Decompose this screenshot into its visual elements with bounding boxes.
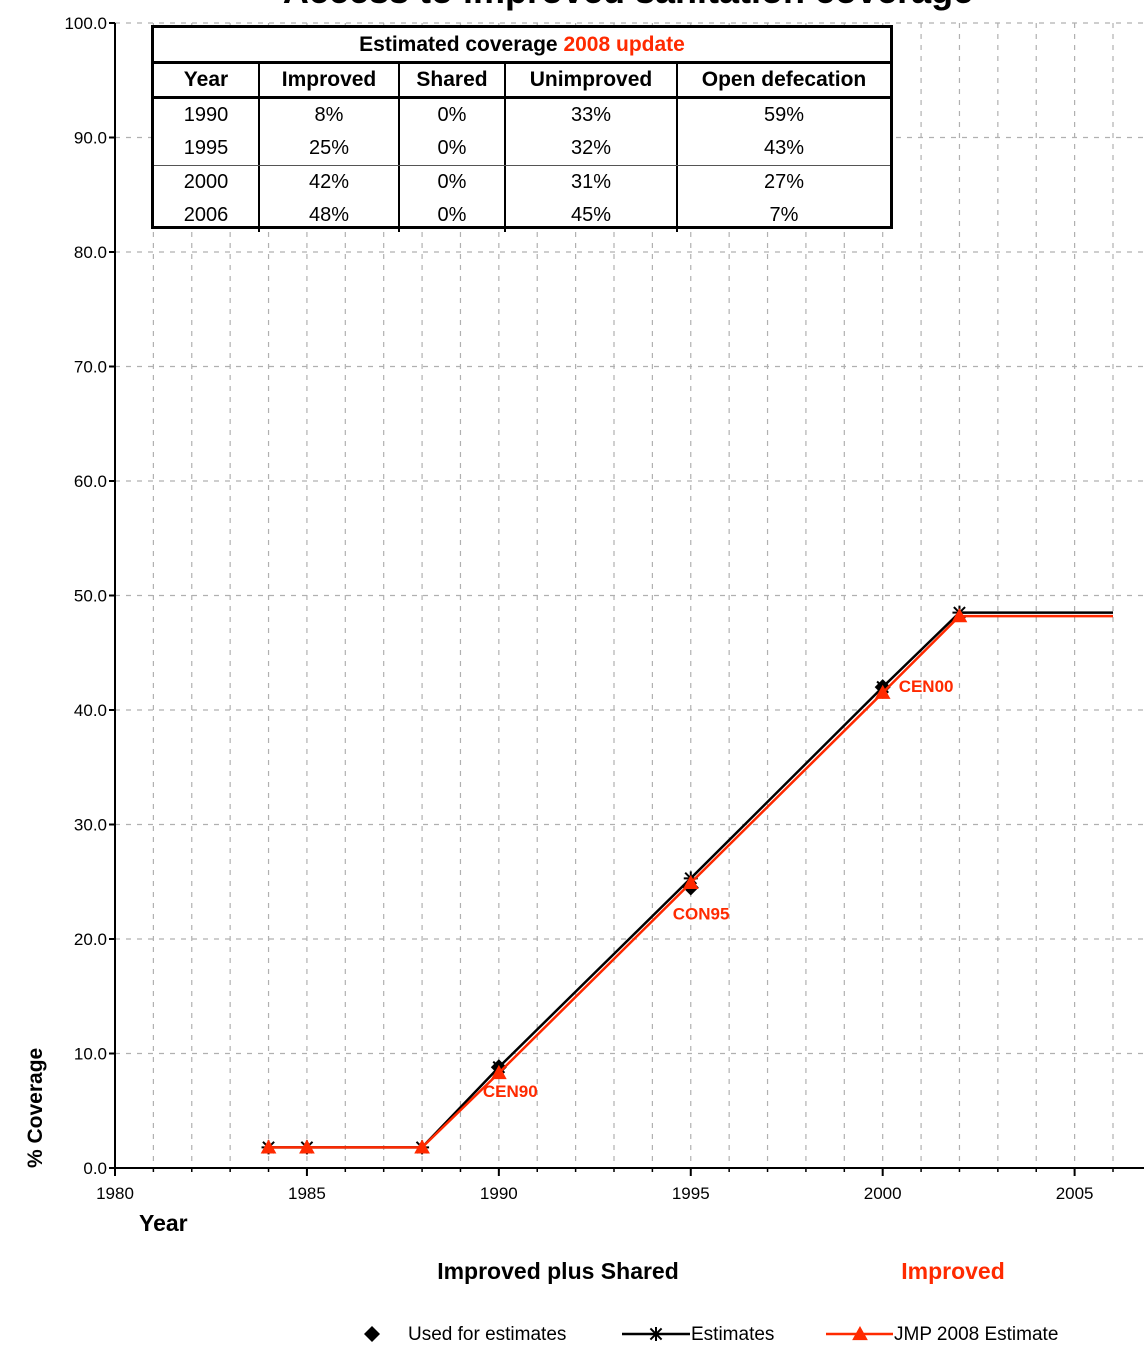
table-cell: 42% bbox=[260, 166, 400, 199]
x-axis-label: Year bbox=[139, 1210, 188, 1236]
y-tick-label: 100.0 bbox=[64, 14, 107, 33]
table-cell: 45% bbox=[506, 199, 678, 232]
y-tick-label: 50.0 bbox=[74, 587, 107, 606]
series-estimates bbox=[261, 605, 1113, 1155]
table-header-row: Year Improved Shared Unimproved Open def… bbox=[154, 64, 890, 99]
x-tick-label: 1980 bbox=[96, 1184, 134, 1203]
legend-triangle-icon bbox=[852, 1325, 868, 1341]
y-tick-label: 90.0 bbox=[74, 129, 107, 148]
x-tick-label: 2000 bbox=[864, 1184, 902, 1203]
table-title-accent: 2008 update bbox=[563, 33, 685, 56]
table-cell: 0% bbox=[400, 99, 506, 132]
table-cell: 25% bbox=[260, 132, 400, 165]
coverage-table: Estimated coverage 2008 update Year Impr… bbox=[151, 25, 893, 232]
subtitle-improved: Improved bbox=[901, 1258, 1005, 1284]
table-cell: 59% bbox=[763, 104, 805, 126]
table-cell: 0% bbox=[400, 132, 506, 165]
legend-label: Estimates bbox=[691, 1324, 774, 1345]
y-tick-label: 20.0 bbox=[74, 930, 107, 949]
chart-title: Access to improved sanitation coverage bbox=[283, 0, 973, 11]
x-tick-label: 1995 bbox=[672, 1184, 710, 1203]
y-tick-label: 60.0 bbox=[74, 472, 107, 491]
jmp-point-triangle bbox=[414, 1139, 430, 1154]
table-cell: 2006 bbox=[154, 199, 260, 232]
table-cell: 27% bbox=[763, 171, 805, 193]
table-title: Estimated coverage 2008 update bbox=[154, 28, 890, 64]
table-title-text: Estimated coverage bbox=[359, 33, 558, 56]
y-tick-label: 30.0 bbox=[74, 816, 107, 835]
x-tick-label: 1985 bbox=[288, 1184, 326, 1203]
survey-label: CEN90 bbox=[483, 1082, 538, 1101]
series-layer: CEN90 CON95 CEN00 bbox=[260, 605, 1113, 1155]
table-cell: 0% bbox=[400, 199, 506, 232]
table-cell: 7% bbox=[769, 204, 799, 226]
subtitle-improved-plus-shared: Improved plus Shared bbox=[437, 1258, 679, 1284]
table-cell: 43% bbox=[763, 137, 805, 159]
table-cell: 31% bbox=[506, 166, 678, 199]
y-tick-label: 70.0 bbox=[74, 358, 107, 377]
series-jmp-2008 bbox=[260, 608, 1113, 1154]
jmp-point-triangle bbox=[874, 684, 891, 699]
table-cell: 0% bbox=[400, 166, 506, 199]
table-row: 1995 25% 0% 32% 43% bbox=[154, 132, 890, 165]
table-cell: 48% bbox=[260, 199, 400, 232]
y-tick-label: 80.0 bbox=[74, 243, 107, 262]
jmp-point-triangle bbox=[682, 874, 699, 889]
table-header-cell: Year bbox=[154, 64, 260, 96]
jmp-point-triangle bbox=[299, 1139, 315, 1154]
table-row: 2000 42% 0% 31% 27% bbox=[154, 165, 890, 199]
jmp-line bbox=[268, 614, 1113, 1149]
y-axis-label: % Coverage bbox=[24, 1048, 47, 1168]
table-header-cell: Improved bbox=[260, 64, 400, 96]
table-header-cell: Shared bbox=[400, 64, 506, 96]
y-tick-label: 0.0 bbox=[83, 1159, 107, 1178]
jmp-point-triangle bbox=[490, 1064, 507, 1080]
survey-label: CEN00 bbox=[899, 677, 954, 696]
table-row: 2006 48% 0% 45% 7% bbox=[154, 199, 890, 232]
legend-label: JMP 2008 Estimate bbox=[894, 1324, 1058, 1345]
table-cell: 1995 bbox=[154, 132, 260, 165]
survey-label: CON95 bbox=[673, 904, 730, 923]
x-tick-label: 1990 bbox=[480, 1184, 518, 1203]
table-cell: 33% bbox=[506, 99, 678, 132]
table-cell: 8% bbox=[260, 99, 400, 132]
jmp-point-triangle bbox=[260, 1139, 277, 1154]
legend-label: Used for estimates bbox=[408, 1324, 566, 1345]
legend: Used for estimates Estimates JMP 2008 Esti… bbox=[364, 1324, 1058, 1345]
table-header-cell: Open defecation bbox=[701, 68, 867, 91]
table-cell: 1990 bbox=[154, 99, 260, 132]
axes: 0.0 10.0 20.0 30.0 40.0 50.0 60.0 70.0 80.0 90.0 1… bbox=[64, 14, 1144, 1203]
legend-asterisk-icon bbox=[649, 1327, 663, 1341]
table-cell: 2000 bbox=[154, 166, 260, 199]
x-tick-label: 2005 bbox=[1056, 1184, 1094, 1203]
y-tick-label: 10.0 bbox=[74, 1045, 107, 1064]
legend-diamond-icon bbox=[364, 1326, 380, 1342]
y-tick-label: 40.0 bbox=[74, 701, 107, 720]
table-header-cell: Unimproved bbox=[506, 64, 678, 96]
table-row: 1990 8% 0% 33% 59% bbox=[154, 99, 890, 132]
table-cell: 32% bbox=[506, 132, 678, 165]
jmp-point-triangle bbox=[951, 608, 968, 623]
